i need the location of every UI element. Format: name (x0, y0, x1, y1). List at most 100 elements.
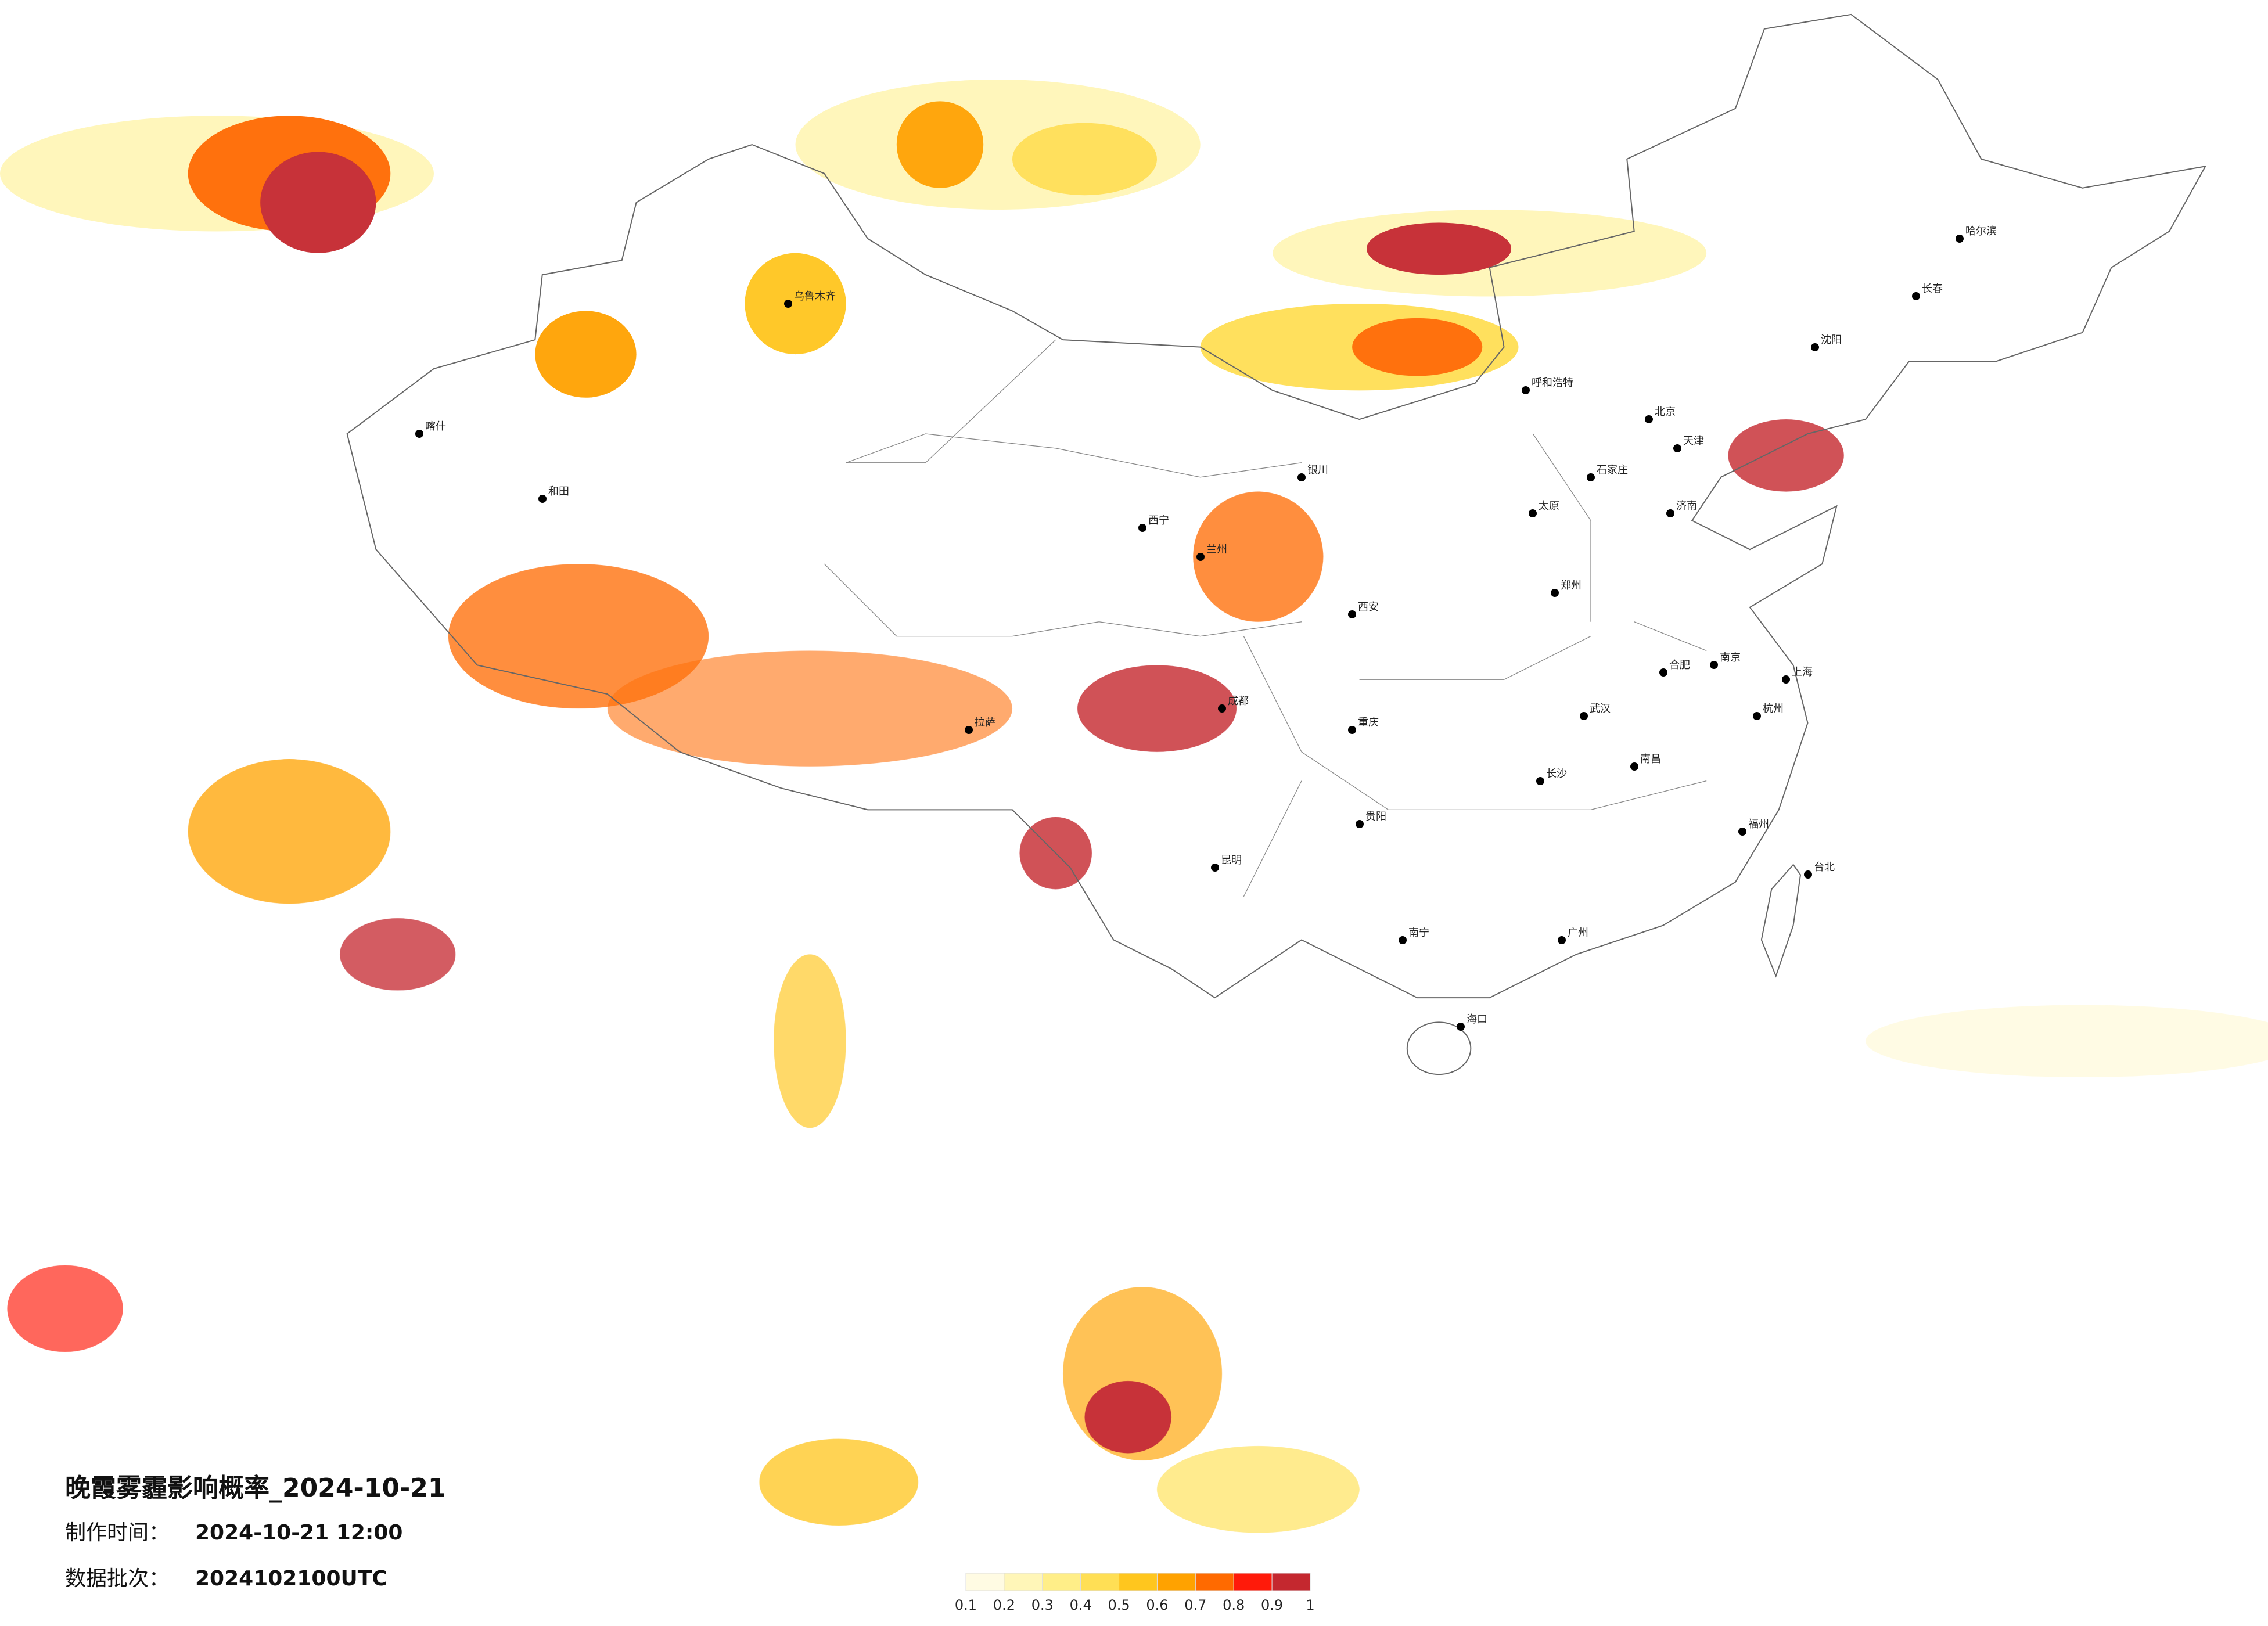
city-dot (965, 726, 973, 734)
city-dot (1666, 509, 1674, 517)
legend: 0.1 0.2 0.3 0.4 0.5 0.6 0.7 0.8 0.9 1 (955, 1573, 1315, 1613)
city-dot (1211, 864, 1219, 872)
legend-tick-label: 0.2 (993, 1597, 1015, 1613)
city-label: 西安 (1358, 601, 1379, 613)
city-label: 乌鲁木齐 (794, 290, 836, 303)
made-label: 制作时间： (65, 1521, 170, 1545)
city-label: 杭州 (1763, 703, 1784, 715)
heat-field (0, 79, 2268, 1533)
city-dot (415, 430, 423, 438)
city-label: 哈尔滨 (1965, 225, 1997, 238)
batch-label: 数据批次： (65, 1567, 170, 1591)
city-dot (1536, 777, 1544, 785)
city-label: 长春 (1922, 283, 1943, 295)
city-dot (1399, 936, 1407, 944)
city-dot (538, 495, 547, 503)
city-dot (1580, 712, 1588, 720)
legend-swatch (1195, 1573, 1234, 1591)
city-dot (1782, 675, 1790, 684)
city-label: 兰州 (1206, 544, 1227, 556)
city-dot (1804, 870, 1812, 879)
city-dot (1630, 762, 1638, 771)
city-dot (1645, 415, 1653, 423)
city-dot (1673, 444, 1681, 452)
city-label: 南宁 (1408, 927, 1429, 939)
legend-swatch (1004, 1573, 1043, 1591)
city-label: 武汉 (1590, 703, 1611, 715)
city-label: 北京 (1655, 406, 1676, 418)
batch-value: 2024102100UTC (195, 1567, 387, 1591)
city-label: 拉萨 (975, 717, 995, 729)
city-dot (1297, 473, 1306, 481)
city-dot (1196, 553, 1205, 561)
city-label: 和田 (548, 485, 569, 498)
city-dot (1551, 589, 1559, 597)
legend-swatch (1119, 1573, 1158, 1591)
city-dot (1738, 828, 1746, 836)
city-label: 长沙 (1546, 768, 1567, 780)
legend-tick-label: 0.8 (1223, 1597, 1245, 1613)
city-dot (1529, 509, 1537, 517)
legend-swatch (1080, 1573, 1120, 1591)
city-label: 台北 (1814, 861, 1835, 873)
city-dot (1522, 386, 1530, 394)
island-taiwan (1760, 864, 1802, 978)
legend-tick-label: 1 (1306, 1597, 1314, 1613)
legend-tick-label: 0.9 (1261, 1597, 1283, 1613)
city-label: 广州 (1568, 927, 1588, 939)
made-value: 2024-10-21 12:00 (195, 1521, 402, 1545)
city-dot (1218, 704, 1226, 713)
city-dot (1348, 610, 1356, 618)
city-dot (1138, 524, 1146, 532)
city-dot (1912, 292, 1920, 300)
city-label: 济南 (1676, 500, 1697, 512)
city-label: 西宁 (1148, 515, 1169, 527)
map-layer (0, 13, 2268, 1533)
city-label: 上海 (1792, 666, 1813, 678)
legend-tick-label: 0.6 (1146, 1597, 1168, 1613)
city-label: 石家庄 (1597, 464, 1628, 476)
city-label: 太原 (1539, 500, 1559, 512)
legend-tick-label: 0.4 (1070, 1597, 1092, 1613)
legend-swatch (1156, 1573, 1196, 1591)
city-dot (1587, 473, 1595, 481)
city-label: 喀什 (425, 420, 446, 433)
city-label: 天津 (1683, 435, 1704, 447)
city-label: 南昌 (1640, 753, 1661, 765)
legend-swatch (1042, 1573, 1081, 1591)
legend-tick-label: 0.1 (955, 1597, 977, 1613)
city-dot (1558, 936, 1566, 944)
legend-tick-label: 0.7 (1184, 1597, 1206, 1613)
city-label: 成都 (1228, 695, 1249, 707)
country-outline (346, 13, 2207, 999)
legend-tick-label: 0.5 (1108, 1597, 1130, 1613)
legend-tick-label: 0.3 (1031, 1597, 1054, 1613)
city-label: 海口 (1467, 1013, 1487, 1026)
city-label: 贵阳 (1365, 811, 1386, 823)
legend-swatch (1271, 1573, 1311, 1591)
city-label: 沈阳 (1821, 334, 1842, 346)
city-dot (1753, 712, 1761, 720)
city-label: 呼和浩特 (1532, 377, 1573, 389)
city-dot (1710, 661, 1718, 669)
city-dot (1659, 668, 1667, 677)
map-title: 晚霞雾霾影响概率_2024-10-21 (65, 1473, 445, 1503)
city-dot (1356, 820, 1364, 828)
city-dot (1956, 235, 1964, 243)
island-hainan (1406, 1021, 1472, 1075)
city-label: 合肥 (1669, 659, 1690, 671)
city-dot (784, 300, 792, 308)
province-borders (824, 339, 1707, 897)
city-dot (1811, 343, 1819, 351)
city-label: 银川 (1307, 464, 1328, 476)
city-label: 福州 (1748, 818, 1769, 830)
city-label: 昆明 (1221, 854, 1242, 866)
city-label: 郑州 (1561, 580, 1582, 592)
city-dot (1457, 1023, 1465, 1031)
city-label: 南京 (1720, 652, 1741, 664)
city-dot (1348, 726, 1356, 734)
legend-swatch (965, 1573, 1005, 1591)
